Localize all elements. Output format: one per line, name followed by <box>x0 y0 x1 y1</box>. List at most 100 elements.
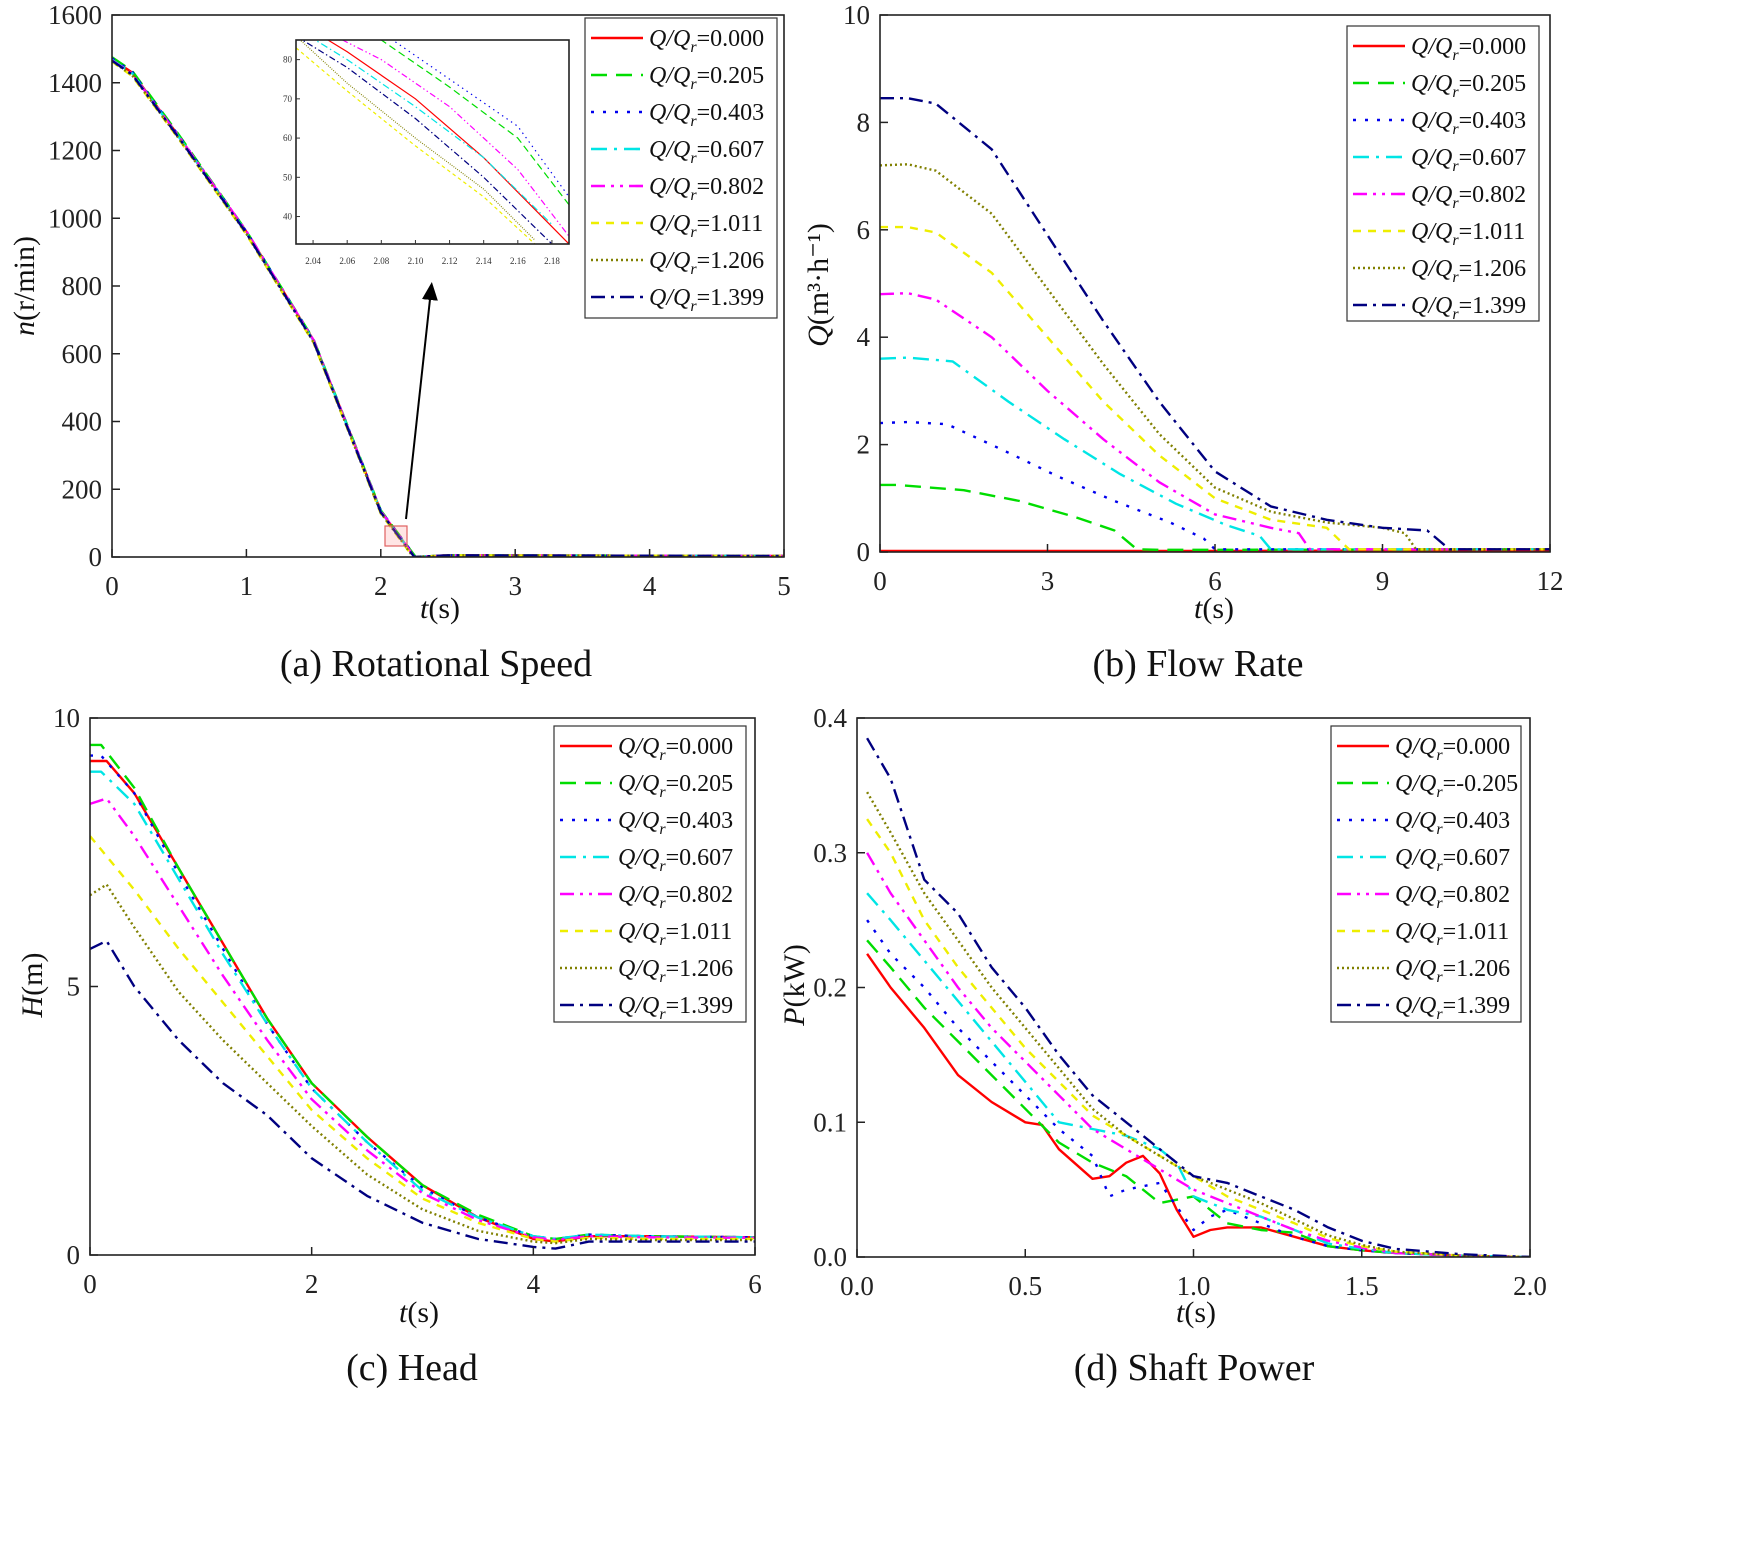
inset-x-tick-label: 2.18 <box>544 256 560 266</box>
inset-series-line-6 <box>299 40 536 241</box>
series-line-5 <box>880 225 1550 551</box>
x-tick-label: 3 <box>1041 566 1055 596</box>
chart-caption: (d) Shaft Power <box>1074 1347 1315 1389</box>
y-tick-label: 0.4 <box>813 703 847 733</box>
x-tick-label: 6 <box>1208 566 1222 596</box>
y-tick-label: 10 <box>53 703 80 733</box>
zoom-arrow <box>405 282 438 520</box>
chart-caption: (c) Head <box>346 1347 478 1389</box>
x-axis-label: t(s) <box>420 592 460 625</box>
legend-label-7: Q/Qr=1.399 <box>649 285 764 315</box>
x-tick-label: 6 <box>748 1269 762 1299</box>
y-axis-label: H(m) <box>16 953 49 1019</box>
series-line-6 <box>90 883 755 1245</box>
inset-series-line-7 <box>301 40 553 244</box>
series-group <box>90 743 755 1250</box>
legend-frame <box>553 725 747 1023</box>
y-tick-label: 1000 <box>48 203 102 233</box>
chart-flow: 0 3 6 9 12 0 2 4 6 8 10 t(s) Q(m³·h⁻¹) (b) Flow Rate Q… <box>802 0 1564 685</box>
x-tick-label: 2 <box>305 1269 319 1299</box>
series-line-7 <box>90 939 755 1250</box>
inset-x-tick-label: 2.14 <box>476 256 492 266</box>
legend-label-6: Q/Qr=1.206 <box>1411 256 1526 286</box>
legend-label-4: Q/Qr=0.802 <box>649 174 764 204</box>
inset-series-line-1 <box>379 40 569 206</box>
legend-label-0: Q/Qr=0.000 <box>1395 734 1510 764</box>
legend-label-5: Q/Qr=1.011 <box>1411 219 1525 249</box>
x-tick-label: 9 <box>1376 566 1390 596</box>
y-tick-label: 0.1 <box>813 1107 847 1137</box>
y-tick-label: 0 <box>67 1240 81 1270</box>
series-line-4 <box>90 797 755 1242</box>
series-group <box>866 737 1530 1257</box>
chart-caption: (a) Rotational Speed <box>280 643 592 685</box>
legend-label-3: Q/Qr=0.607 <box>1411 145 1526 175</box>
legend-frame <box>584 17 778 319</box>
chart-power: 0.0 0.5 1.0 1.5 2.0 0.0 0.1 0.2 0.3 0.4 t(s) P(kW) (… <box>778 703 1547 1389</box>
series-line-3 <box>90 770 755 1241</box>
inset-series-line-5 <box>296 47 536 244</box>
y-tick-label: 600 <box>62 339 103 369</box>
y-tick-label: 800 <box>62 271 103 301</box>
y-tick-label: 4 <box>857 322 871 352</box>
inset-y-tick-label: 50 <box>283 172 293 182</box>
chart-head: 0 2 4 6 0 5 10 t(s) H(m) (c) Head Q/Qr=0.000 Q/Qr=0… <box>16 703 762 1389</box>
inset-x-tick-label: 2.16 <box>510 256 526 266</box>
x-tick-label: 0 <box>83 1269 97 1299</box>
x-tick-label: 1 <box>240 571 254 601</box>
inset-series-line-2 <box>391 40 569 198</box>
chart-speed: 0 1 2 3 4 502004006008001000120014001600t(s)n… <box>8 0 791 685</box>
legend-label-2: Q/Qr=0.403 <box>649 100 764 130</box>
y-tick-label: 1400 <box>48 68 102 98</box>
series-line-3 <box>866 892 1530 1257</box>
legend-label-4: Q/Qr=0.802 <box>618 882 733 912</box>
y-tick-label: 1200 <box>48 136 102 166</box>
series-line-1 <box>866 939 1530 1257</box>
legend-label-4: Q/Qr=0.802 <box>1411 182 1526 212</box>
y-tick-label: 0.3 <box>813 838 847 868</box>
inset-x-tick-label: 2.08 <box>373 256 389 266</box>
inset-x-tick-label: 2.04 <box>305 256 321 266</box>
inset-x-tick-label: 2.06 <box>339 256 355 266</box>
x-tick-label: 4 <box>643 571 657 601</box>
legend-label-7: Q/Qr=1.399 <box>618 993 733 1023</box>
series-line-2 <box>866 919 1530 1257</box>
x-tick-label: 5 <box>777 571 791 601</box>
x-tick-label: 3 <box>508 571 522 601</box>
x-tick-label: 0 <box>105 571 119 601</box>
inset-y-tick-label: 80 <box>283 55 293 65</box>
series-line-4 <box>866 852 1530 1257</box>
x-axis-label: t(s) <box>1194 592 1234 625</box>
inset-x-tick-label: 2.10 <box>408 256 424 266</box>
inset-frame <box>295 39 570 245</box>
x-tick-label: 1.0 <box>1177 1271 1211 1301</box>
legend-label-5: Q/Qr=1.011 <box>1395 919 1509 949</box>
series-line-2 <box>880 420 1550 551</box>
y-tick-label: 0.2 <box>813 973 847 1003</box>
x-tick-label: 0 <box>873 566 887 596</box>
series-line-7 <box>880 97 1550 551</box>
y-tick-label: 8 <box>857 107 871 137</box>
legend-label-0: Q/Qr=0.000 <box>1411 34 1526 64</box>
y-tick-label: 200 <box>62 474 103 504</box>
x-tick-label: 0.0 <box>840 1271 874 1301</box>
legend-label-0: Q/Qr=0.000 <box>649 26 764 56</box>
legend-frame <box>1330 725 1522 1023</box>
y-axis-label: P(kW) <box>778 944 811 1027</box>
legend-label-2: Q/Qr=0.403 <box>1395 808 1510 838</box>
legend-label-2: Q/Qr=0.403 <box>1411 108 1526 138</box>
series-line-3 <box>880 356 1550 551</box>
inset-bg <box>296 40 569 244</box>
inset-x-tick-label: 2.12 <box>442 256 458 266</box>
legend-label-7: Q/Qr=1.399 <box>1411 293 1526 323</box>
legend-label-3: Q/Qr=0.607 <box>1395 845 1510 875</box>
series-line-7 <box>866 737 1530 1257</box>
legend-label-1: Q/Qr=-0.205 <box>1395 771 1518 801</box>
inset-y-tick-label: 60 <box>283 133 293 143</box>
y-tick-label: 0.0 <box>813 1242 847 1272</box>
y-tick-label: 1600 <box>48 0 102 30</box>
series-line-7 <box>112 59 784 557</box>
legend-label-6: Q/Qr=1.206 <box>649 248 764 278</box>
x-tick-label: 12 <box>1537 566 1564 596</box>
x-tick-label: 2 <box>374 571 388 601</box>
